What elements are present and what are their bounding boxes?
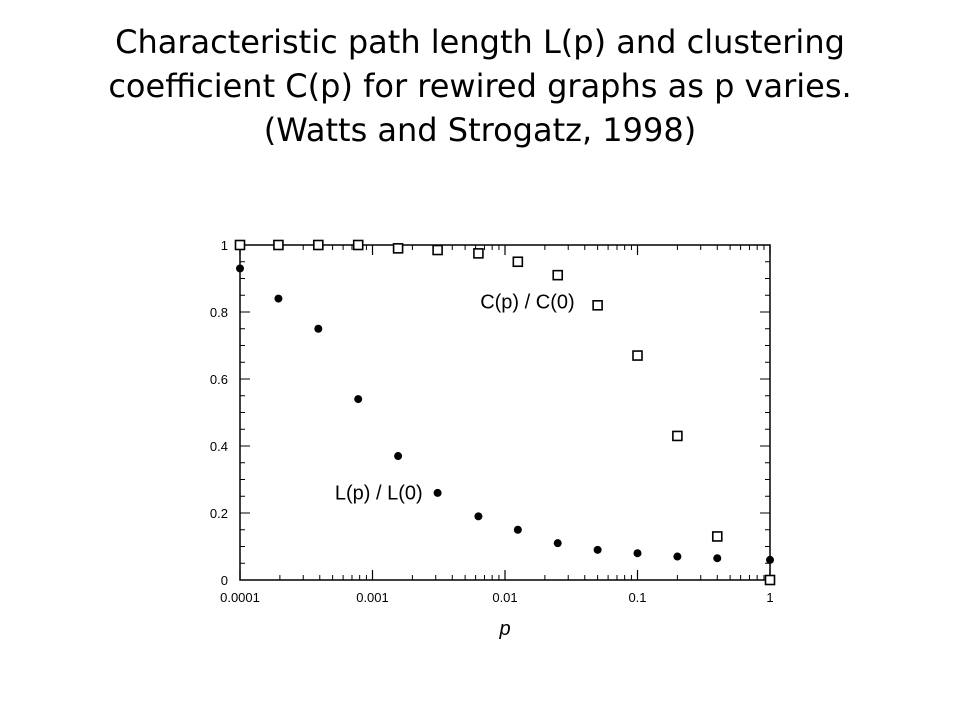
l-ratio-point	[633, 549, 642, 558]
x-tick-label: 0.01	[492, 590, 517, 605]
l-ratio-point	[593, 545, 602, 554]
data-marks	[234, 239, 776, 586]
c-ratio-point	[592, 300, 603, 311]
y-tick-label: 1	[221, 238, 228, 253]
title-line-1: Characteristic path length L(p) and clus…	[115, 23, 845, 61]
c-ratio-point	[711, 531, 723, 542]
x-tick-label: 0.1	[628, 590, 646, 605]
x-tick-label: 0.001	[356, 590, 389, 605]
c-ratio-point	[632, 350, 643, 361]
y-tick-label: 0.8	[210, 305, 228, 320]
plot-frame	[239, 244, 771, 581]
l-ratio-point	[474, 512, 483, 521]
annotation-l-ratio: L(p) / L(0)	[335, 483, 423, 505]
axis-labels: 0.0001 0.001 0.01 0.1 1 0 0.2 0.4 0.6 0.8 1	[210, 238, 774, 605]
l-ratio-point	[513, 525, 522, 534]
l-ratio-point	[274, 294, 283, 303]
c-ratio-point	[432, 244, 443, 256]
y-tick-label: 0.6	[210, 372, 228, 387]
l-ratio-point	[314, 324, 323, 333]
c-ratio-point	[234, 239, 246, 251]
l-ratio-point	[354, 395, 363, 404]
l-ratio-point	[553, 539, 562, 548]
c-ratio-point	[473, 248, 484, 259]
l-ratio-point	[394, 452, 403, 461]
l-ratio-point	[433, 488, 442, 497]
c-ratio-point	[313, 239, 324, 251]
x-axis-title: p	[498, 618, 510, 640]
c-ratio-point	[273, 239, 284, 251]
l-ratio-point	[713, 554, 722, 563]
y-tick-label: 0.2	[210, 506, 228, 521]
l-ratio-point	[673, 552, 682, 561]
x-tick-label: 1	[766, 590, 773, 605]
l-ratio-point	[236, 264, 244, 273]
c-ratio-point	[392, 243, 404, 254]
y-tick-label: 0	[221, 573, 228, 588]
scatter-chart: 0.0001 0.001 0.01 0.1 1 0 0.2 0.4 0.6 0.8 1 p C(p)…	[210, 238, 776, 640]
c-ratio-point	[512, 256, 524, 268]
title-line-2: coefficient C(p) for rewired graphs as p…	[108, 67, 852, 105]
c-ratio-point	[764, 574, 776, 586]
c-ratio-point	[552, 269, 564, 281]
annotation-c-ratio: C(p) / C(0)	[480, 292, 574, 314]
c-ratio-point	[352, 239, 364, 251]
l-ratio-point	[766, 555, 774, 564]
x-tick-label: 0.0001	[220, 590, 260, 605]
title-line-3: (Watts and Strogatz, 1998)	[263, 111, 697, 149]
y-tick-label: 0.4	[210, 439, 228, 454]
slide-title: Characteristic path length L(p) and clus…	[40, 20, 920, 152]
c-ratio-point	[672, 430, 683, 442]
